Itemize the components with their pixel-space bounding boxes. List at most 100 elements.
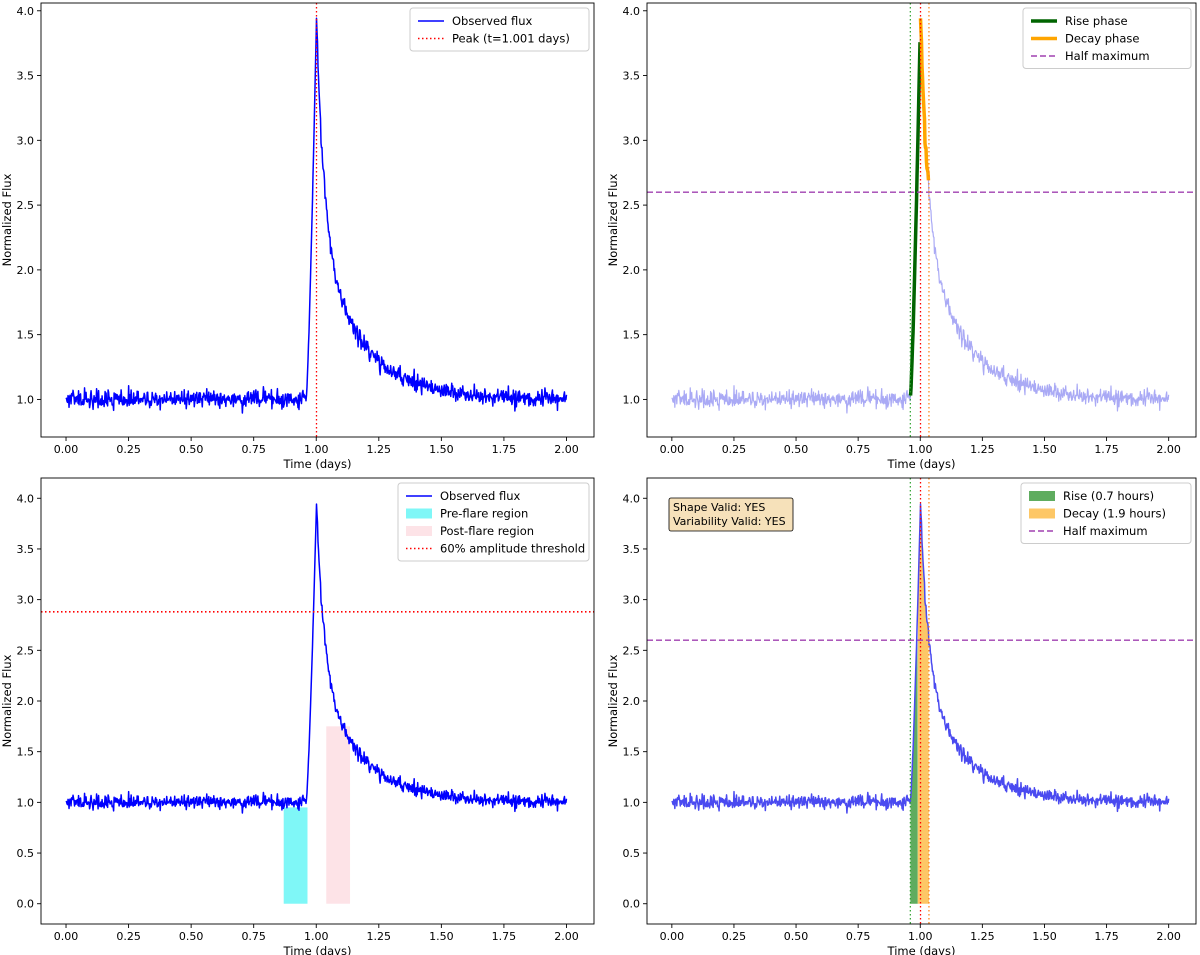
legend-label: Rise (0.7 hours) [1063,489,1154,503]
series-decay-phase [918,18,931,181]
panel-2: 0.00 0.25 0.50 0.75 1.00 1.25 1.50 1.75 2.00 1.0 1… [606,2,1197,471]
x-tick-label: 1.75 [492,443,517,456]
legend-label: 60% amplitude threshold [440,542,585,556]
x-tick-label: 0.75 [241,930,266,943]
x-tick-label: 1.50 [1032,930,1057,943]
y-tick-label: 1.5 [623,746,641,759]
x-tick-label: 0.25 [116,930,141,943]
legend-label: Post-flare region [440,524,534,538]
x-tick-label: 0.75 [846,443,871,456]
y-tick-label: 2.0 [17,264,35,277]
y-tick-label: 1.0 [17,796,35,809]
legend-box [1022,7,1192,69]
x-tick-label: 1.50 [1032,443,1057,456]
x-tick-label: 1.50 [429,930,454,943]
legend-swatch [1029,508,1055,519]
x-tick-label: 1.75 [492,930,517,943]
x-tick-label: 1.25 [367,930,392,943]
x-tick-label: 0.25 [116,443,141,456]
panel-1: 0.00 0.25 0.50 0.75 1.00 1.25 1.50 1.75 2.00 1.0 1… [0,2,595,471]
x-tick-label: 0.00 [54,930,79,943]
legend-label: Half maximum [1065,49,1150,63]
plot-area [647,478,1196,924]
y-tick-label: 3.0 [17,594,35,607]
legend-swatch [406,526,432,536]
y-tick-label: 2.5 [17,644,35,657]
y-tick-label: 2.0 [623,695,641,708]
legend-box [409,7,590,52]
legend-label: Peak (t=1.001 days) [452,32,570,46]
legend: Rise phase Decay phase Half maximum [1022,7,1192,69]
y-tick-label: 1.5 [17,329,35,342]
y-tick-label: 0.0 [17,898,35,911]
plot-area [647,3,1196,437]
x-tick-label: 0.75 [241,443,266,456]
pre-flare-region [283,807,308,904]
x-tick-label: 0.25 [722,930,747,943]
x-axis-label: Time (days) [283,457,352,471]
x-tick-label: 0.75 [846,930,871,943]
axes-frame [40,2,595,438]
x-tick-label: 0.50 [179,930,204,943]
legend-swatch [1029,491,1055,501]
x-tick-label: 0.00 [54,443,79,456]
decay-fill-region [917,504,929,904]
y-tick-label: 3.5 [17,70,35,83]
y-tick-label: 1.0 [623,393,641,406]
x-tick-label: 1.00 [908,443,933,456]
plot-area [41,503,594,904]
legend: Rise (0.7 hours) Decay (1.9 hours) Half ma… [1020,482,1192,544]
x-tick-label: 0.50 [179,443,204,456]
x-tick-label: 1.25 [970,930,995,943]
legend-label: Half maximum [1063,524,1148,538]
y-tick-label: 2.0 [17,695,35,708]
legend-box [397,482,590,562]
panel-4: 0.00 0.25 0.50 0.75 1.00 1.25 1.50 1.75 2.00 0.0 0… [606,477,1197,955]
legend-label: Rise phase [1065,14,1128,28]
x-tick-label: 1.25 [970,443,995,456]
y-tick-label: 3.0 [623,134,641,147]
y-axis-label: Normalized Flux [606,173,620,266]
y-tick-label: 2.0 [623,264,641,277]
x-tick-label: 0.50 [784,930,809,943]
axes-frame [646,2,1197,438]
y-tick-label: 1.5 [623,329,641,342]
x-tick-label: 1.25 [367,443,392,456]
annotation-line: Variability Valid: YES [673,515,786,528]
legend: Observed flux Pre-flare region Post-flare … [397,482,590,562]
legend-label: Decay phase [1065,32,1139,46]
y-tick-label: 3.5 [623,543,641,556]
y-tick-label: 2.5 [623,199,641,212]
legend-label: Observed flux [452,14,533,28]
y-tick-label: 0.5 [17,847,35,860]
y-tick-label: 4.0 [623,492,641,505]
x-tick-label: 2.00 [554,930,579,943]
y-tick-label: 1.0 [623,796,641,809]
x-tick-label: 1.50 [429,443,454,456]
y-axis-label: Normalized Flux [0,654,14,747]
x-tick-label: 1.00 [304,443,329,456]
y-tick-label: 0.5 [623,847,641,860]
x-axis-label: Time (days) [887,457,956,471]
y-tick-label: 3.5 [17,543,35,556]
y-tick-label: 3.0 [17,134,35,147]
legend-label: Pre-flare region [440,507,528,521]
y-tick-label: 4.0 [17,5,35,18]
post-flare-region [326,726,351,904]
x-tick-label: 1.75 [1094,443,1119,456]
y-axis-label: Normalized Flux [0,173,14,266]
y-tick-label: 3.0 [623,594,641,607]
x-tick-label: 0.00 [660,443,685,456]
series-observed-flux [671,503,1170,814]
series-rise-phase [908,42,922,396]
y-axis-label: Normalized Flux [606,654,620,747]
legend-label: Observed flux [440,489,521,503]
series-observed-flux [65,503,568,814]
legend-box [1020,482,1192,544]
legend-swatch [406,508,432,519]
y-tick-label: 1.0 [17,393,35,406]
y-tick-label: 3.5 [623,70,641,83]
x-axis-label: Time (days) [887,944,956,955]
